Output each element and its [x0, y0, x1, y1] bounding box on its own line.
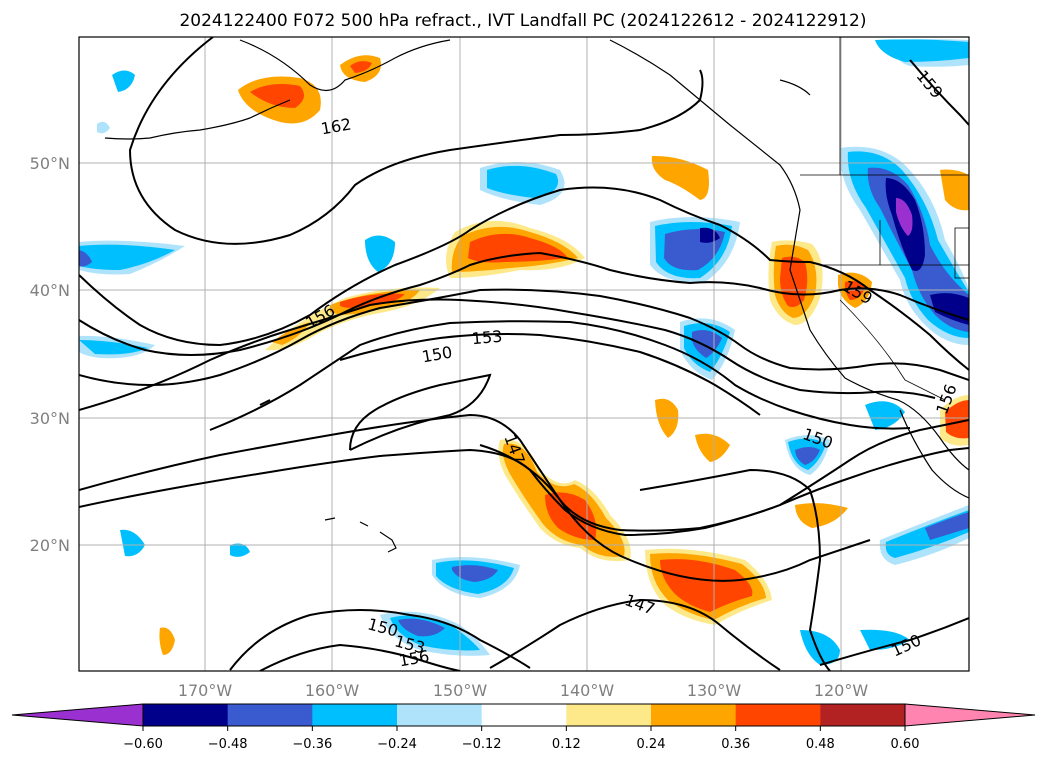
colorbar-tick-label: 0.36: [721, 737, 750, 752]
colorbar-tick-label: −0.12: [462, 737, 502, 752]
colorbar-cell: [735, 704, 821, 726]
negative-blob-small-1: [97, 70, 395, 272]
shaded-features: [79, 39, 969, 665]
lat-label: 30°N: [30, 409, 70, 428]
colorbar-tick-label: −0.48: [208, 737, 248, 752]
positive-blob-south: [159, 398, 848, 655]
colorbar-cell: [566, 704, 652, 726]
map-frame: [78, 36, 970, 672]
lat-label: 20°N: [30, 536, 70, 555]
map-panel: 162 159 159 156 156 153 150 147 150 147 …: [78, 36, 970, 672]
negative-blob-west-edge: [79, 240, 185, 359]
map-title: 2024122400 F072 500 hPa refract., IVT La…: [179, 11, 866, 31]
positive-blob-east-edge: [875, 39, 969, 446]
lon-label: 150°W: [433, 681, 488, 700]
lon-label: 160°W: [305, 681, 360, 700]
lon-label: 140°W: [560, 681, 615, 700]
colorbar-cell: [481, 704, 567, 726]
colorbar-tick-label: 0.60: [891, 737, 920, 752]
colorbar: −0.60 −0.48 −0.36 −0.24 −0.12 0.12 0.24 0.36 0.4…: [11, 703, 1036, 752]
political-borders: [800, 37, 969, 401]
colorbar-extend-low: [11, 703, 144, 727]
latitude-labels: 50°N 40°N 30°N 20°N: [30, 154, 70, 555]
map-content: 162 159 159 156 156 153 150 147 150 147 …: [79, 37, 969, 671]
colorbar-tick-label: −0.36: [292, 737, 332, 752]
negative-blob-east-central: [650, 217, 740, 283]
longitude-labels: 170°W 160°W 150°W 140°W 130°W 120°W: [178, 681, 869, 700]
colorbar-tick-label: 0.24: [637, 737, 666, 752]
colorbar-cell: [820, 704, 906, 726]
negative-blob-inland: [839, 146, 969, 345]
negative-blob-north-central: [480, 161, 565, 205]
lat-label: 40°N: [30, 281, 70, 300]
colorbar-cells: [11, 703, 1036, 727]
lon-label: 170°W: [178, 681, 233, 700]
positive-blob-north-west: [238, 76, 321, 124]
colorbar-extend-high: [904, 703, 1036, 727]
colorbar-cell: [312, 704, 398, 726]
colorbar-tick-label: 0.48: [806, 737, 835, 752]
colorbar-cell: [227, 704, 313, 726]
lat-label: 50°N: [30, 154, 70, 173]
colorbar-cell: [397, 704, 483, 726]
refractivity-contours: [79, 37, 969, 671]
positive-blob-north: [340, 55, 381, 82]
lon-label: 130°W: [687, 681, 742, 700]
lon-label: 120°W: [814, 681, 869, 700]
gridlines: [79, 37, 969, 671]
colorbar-frame: [142, 703, 906, 727]
coastlines: [104, 39, 969, 553]
colorbar-cell: [651, 704, 737, 726]
negative-blob-south: [120, 401, 969, 665]
map-background: [79, 37, 969, 671]
colorbar-tick-label: −0.24: [377, 737, 417, 752]
colorbar-ticks: −0.60 −0.48 −0.36 −0.24 −0.12 0.12 0.24 0.36 0.4…: [123, 726, 919, 752]
colorbar-cell: [143, 704, 229, 726]
contour-label: 153: [471, 327, 503, 349]
colorbar-tick-label: 0.12: [552, 737, 581, 752]
colorbar-tick-label: −0.60: [123, 737, 163, 752]
